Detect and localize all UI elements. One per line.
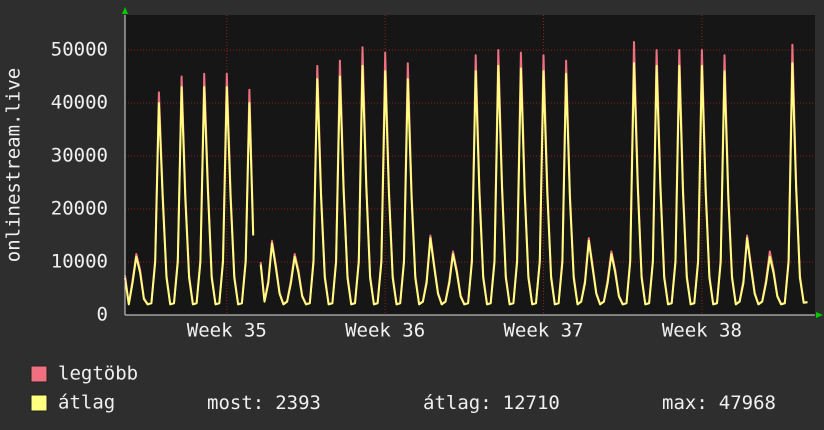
stat-value: 2393: [275, 392, 321, 414]
y-tick-label: 0: [97, 304, 108, 326]
axis-arrow: [816, 312, 823, 318]
x-tick-label: Week 36: [345, 320, 425, 342]
y-axis-label: onlinestream.live: [3, 68, 25, 262]
stat: max: 47968: [662, 392, 776, 414]
stat: most: 2393: [207, 392, 321, 414]
y-tick-label: 40000: [51, 91, 108, 113]
stat-label: átlag:: [423, 392, 492, 414]
x-tick-label: Week 37: [503, 320, 583, 342]
stat-label: max:: [662, 392, 708, 414]
y-tick-label: 10000: [51, 250, 108, 272]
legend-swatch: [30, 365, 48, 383]
series-line: [124, 62, 808, 306]
stat-value: 12710: [503, 392, 560, 414]
y-tick-label: 20000: [51, 197, 108, 219]
axis-arrow: [122, 7, 128, 14]
y-tick-label: 50000: [51, 38, 108, 60]
legend-label: átlag: [58, 392, 115, 414]
legend-swatch: [30, 394, 48, 412]
legend-label: legtöbb: [58, 363, 138, 385]
x-tick-label: Week 35: [187, 320, 267, 342]
x-tick-label: Week 38: [662, 320, 742, 342]
stat-label: most:: [207, 392, 264, 414]
y-tick-label: 30000: [51, 144, 108, 166]
stat: átlag: 12710: [423, 392, 560, 414]
stat-value: 47968: [719, 392, 776, 414]
